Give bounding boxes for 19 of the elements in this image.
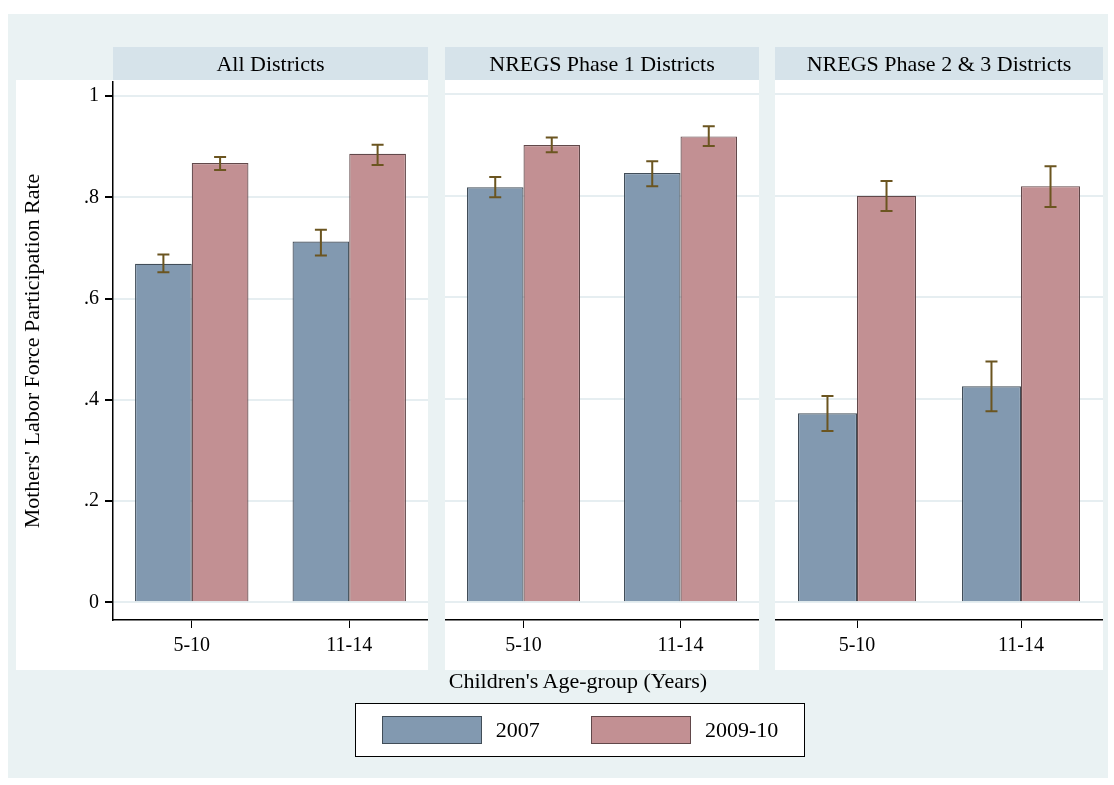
x-axis-title: Children's Age-group (Years) xyxy=(447,668,709,694)
legend-label: 2009-10 xyxy=(704,717,779,743)
x-tick-label: 11-14 xyxy=(998,633,1044,656)
y-tick-label: 0 xyxy=(89,589,99,612)
legend-label: 2007 xyxy=(495,717,540,743)
chart-title: All Districts xyxy=(113,47,428,80)
x-tick-label: 5-10 xyxy=(838,633,876,656)
y-tick-label: 1 xyxy=(89,83,99,106)
chart-title: NREGS Phase 1 Districts xyxy=(445,47,759,80)
y-tick-label: .8 xyxy=(84,184,99,207)
x-tick-label: 5-10 xyxy=(173,633,211,656)
chart-title: NREGS Phase 2 & 3 Districts xyxy=(775,47,1103,80)
y-axis-title: Mothers' Labor Force Participation Rate xyxy=(18,173,44,529)
y-tick-label: .6 xyxy=(84,285,99,308)
x-tick-label: 5-10 xyxy=(505,633,542,656)
y-tick-label: .4 xyxy=(84,387,99,410)
x-tick-label: 11-14 xyxy=(326,633,373,656)
x-tick-label: 11-14 xyxy=(657,633,704,656)
y-tick-label: .2 xyxy=(84,488,99,511)
